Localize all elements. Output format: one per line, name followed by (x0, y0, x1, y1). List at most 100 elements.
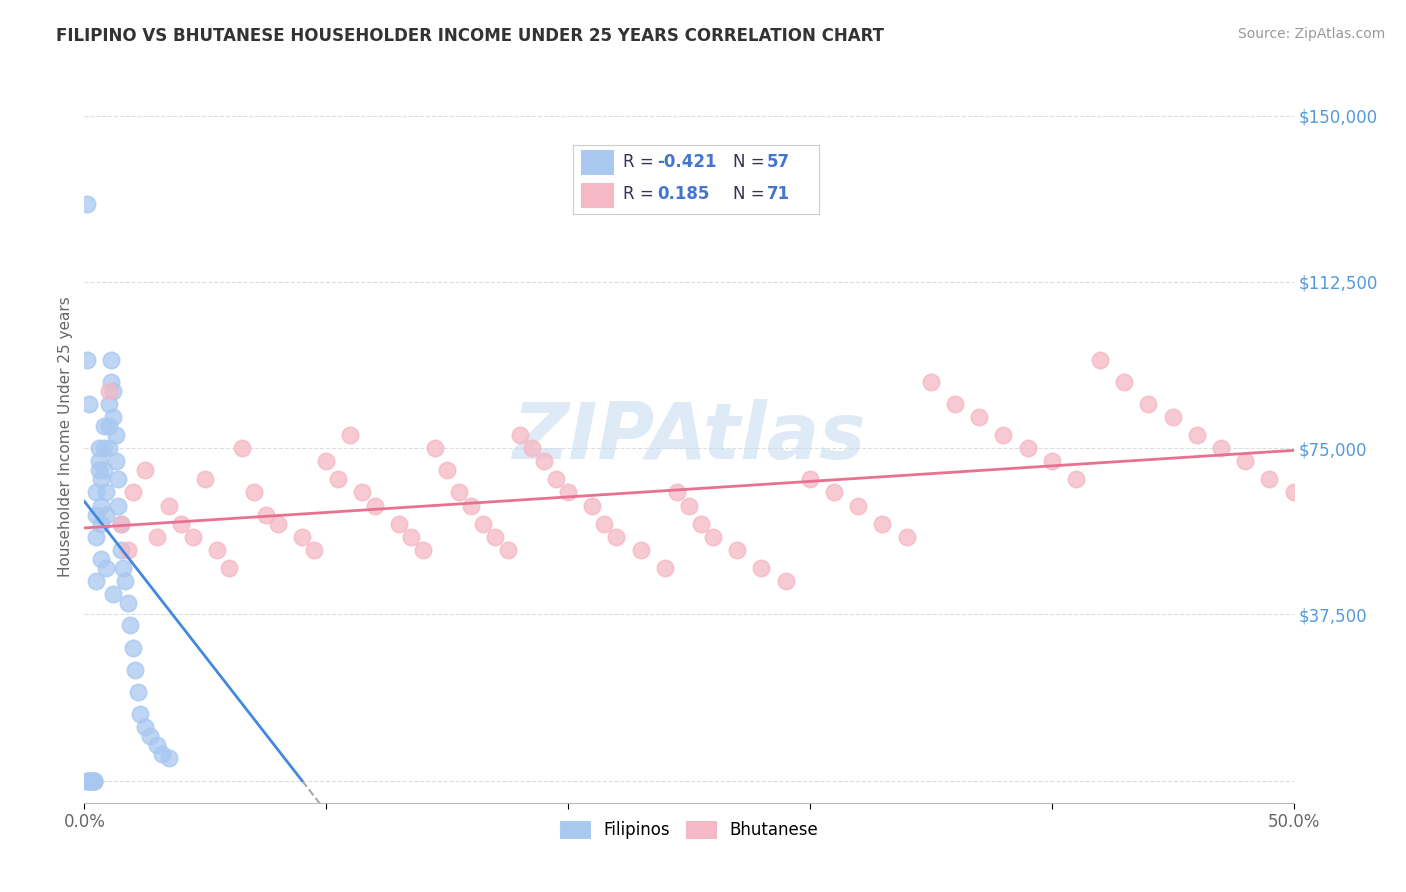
Point (436, 463, 458, 477)
Point (605, 530, 627, 544)
Point (496, 543, 519, 558)
Point (593, 516, 616, 531)
Point (1040, 454, 1063, 468)
Point (107, 472, 129, 486)
Point (157, 499, 180, 513)
Point (138, 729, 160, 743)
Point (86, 574, 108, 589)
Point (124, 663, 146, 677)
Point (90, 499, 112, 513)
Point (76, 773, 98, 788)
Point (100, 375, 122, 389)
Point (97, 384, 120, 398)
Point (104, 428, 127, 442)
Point (77, 773, 100, 788)
Point (533, 454, 555, 468)
Text: 71: 71 (768, 186, 790, 203)
Point (509, 428, 531, 442)
Point (423, 441, 446, 455)
Point (86, 508, 108, 522)
Point (823, 485, 845, 500)
Point (194, 472, 217, 486)
Point (1137, 397, 1160, 411)
Point (103, 410, 125, 425)
Point (388, 516, 411, 531)
Point (544, 472, 567, 486)
Point (97, 397, 120, 411)
Point (83, 773, 105, 788)
Point (702, 530, 724, 544)
Point (127, 685, 149, 699)
Point (83, 773, 105, 788)
Point (920, 375, 942, 389)
Point (846, 499, 869, 513)
Point (725, 543, 748, 558)
Point (872, 516, 894, 531)
Point (581, 499, 603, 513)
Point (86, 530, 108, 544)
Point (1258, 472, 1281, 486)
Point (94, 508, 117, 522)
Point (654, 561, 676, 575)
Text: FILIPINO VS BHUTANESE HOUSEHOLDER INCOME UNDER 25 YEARS CORRELATION CHART: FILIPINO VS BHUTANESE HOUSEHOLDER INCOME… (56, 27, 884, 45)
Point (1088, 352, 1111, 367)
Point (77, 397, 100, 411)
Point (302, 543, 325, 558)
Point (678, 499, 700, 513)
Point (110, 543, 132, 558)
Point (460, 499, 482, 513)
Point (1282, 485, 1305, 500)
Text: N =: N = (733, 153, 769, 171)
Point (103, 384, 125, 398)
Point (76, 197, 98, 211)
Point (117, 543, 139, 558)
Point (157, 751, 180, 765)
Point (97, 419, 120, 434)
Point (665, 485, 688, 500)
Point (557, 485, 579, 500)
Point (76, 352, 98, 367)
Point (399, 530, 422, 544)
Text: R =: R = (623, 153, 658, 171)
Point (87, 441, 110, 455)
Point (520, 441, 543, 455)
Point (76, 773, 98, 788)
Point (218, 561, 240, 575)
Point (1209, 441, 1232, 455)
Point (110, 516, 132, 531)
Text: -0.421: -0.421 (657, 153, 716, 171)
Point (87, 454, 110, 468)
Point (80, 773, 103, 788)
Bar (581, 183, 613, 207)
Point (114, 574, 136, 589)
Point (150, 747, 173, 761)
Point (112, 561, 135, 575)
Y-axis label: Householder Income Under 25 years: Householder Income Under 25 years (58, 297, 73, 577)
Point (120, 618, 142, 632)
Point (254, 508, 277, 522)
Point (231, 441, 253, 455)
Point (129, 707, 152, 722)
Point (363, 499, 385, 513)
Text: N =: N = (733, 186, 769, 203)
Point (103, 587, 125, 601)
Point (146, 530, 169, 544)
Point (412, 543, 434, 558)
Point (86, 485, 108, 500)
Point (90, 472, 112, 486)
Point (104, 454, 127, 468)
Point (630, 543, 652, 558)
Point (472, 516, 495, 531)
Legend: Filipinos, Bhutanese: Filipinos, Bhutanese (553, 814, 825, 846)
Point (943, 397, 966, 411)
Point (93, 463, 115, 477)
Point (80, 773, 103, 788)
Point (121, 485, 143, 500)
Text: R =: R = (623, 186, 658, 203)
Point (94, 561, 117, 575)
Point (896, 530, 918, 544)
Point (993, 428, 1015, 442)
Point (484, 530, 506, 544)
Point (690, 516, 713, 531)
Point (1185, 428, 1208, 442)
